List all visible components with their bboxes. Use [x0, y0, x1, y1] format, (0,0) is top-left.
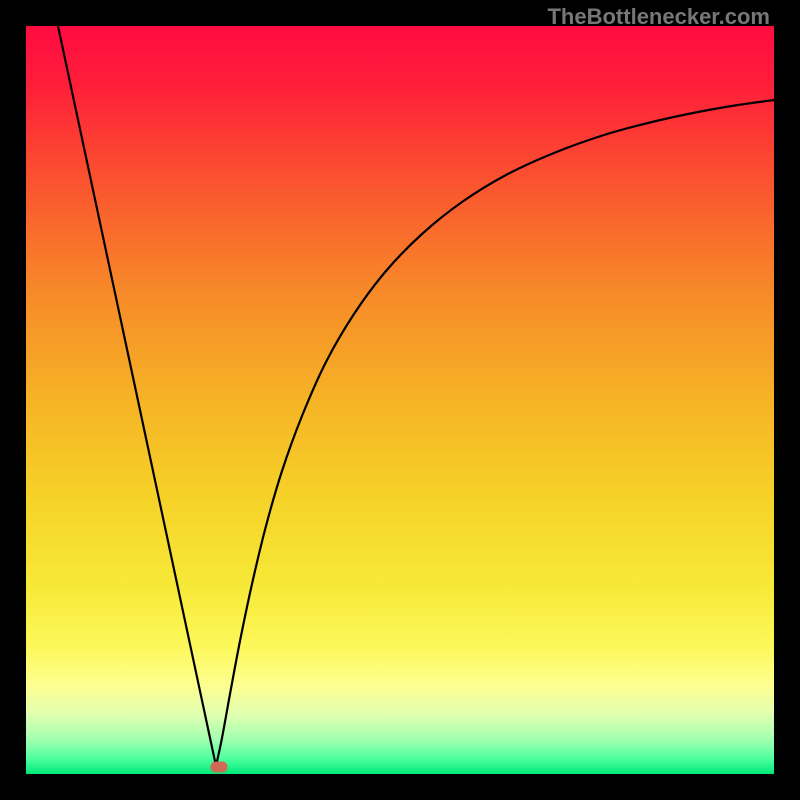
- chart-frame: TheBottlenecker.com: [0, 0, 800, 800]
- plot-area: [26, 26, 774, 774]
- curve-right-segment: [216, 100, 774, 766]
- curve-left-segment: [58, 26, 216, 766]
- watermark-text: TheBottlenecker.com: [547, 4, 770, 30]
- dip-marker: [211, 762, 228, 773]
- chart-curve-layer: [26, 26, 774, 774]
